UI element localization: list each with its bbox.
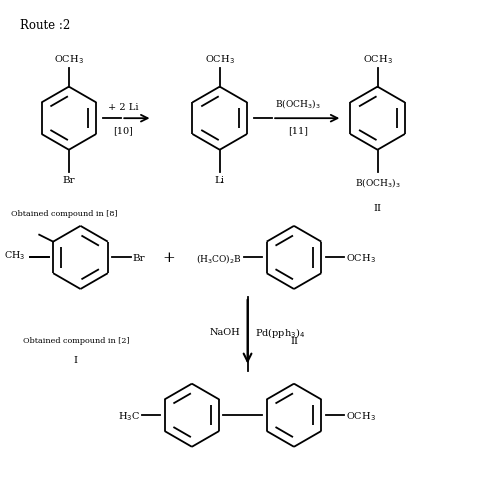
- Text: Obtained compound in [2]: Obtained compound in [2]: [23, 337, 129, 345]
- Text: Br: Br: [62, 176, 75, 185]
- Text: NaOH: NaOH: [209, 327, 240, 337]
- Text: + 2 Li: + 2 Li: [108, 103, 138, 112]
- Text: OCH$_3$: OCH$_3$: [345, 409, 375, 422]
- Text: II: II: [373, 203, 381, 213]
- Text: Li: Li: [214, 176, 224, 185]
- Text: +: +: [162, 251, 175, 265]
- Text: I: I: [73, 355, 78, 364]
- Text: $-$: $-$: [31, 251, 40, 260]
- Text: Pd(pph$_3$)$_4$: Pd(pph$_3$)$_4$: [254, 325, 304, 339]
- Text: II: II: [289, 337, 297, 346]
- Text: Obtained compound in [8]: Obtained compound in [8]: [11, 209, 117, 217]
- Text: CH$_3$: CH$_3$: [3, 249, 25, 262]
- Text: OCH$_3$: OCH$_3$: [345, 251, 375, 264]
- Text: Br: Br: [132, 253, 145, 263]
- Text: OCH$_3$: OCH$_3$: [54, 53, 84, 66]
- Text: [10]: [10]: [113, 126, 132, 135]
- Text: (H$_3$CO)$_2$B: (H$_3$CO)$_2$B: [196, 251, 241, 264]
- Text: [11]: [11]: [288, 126, 307, 135]
- Text: OCH$_3$: OCH$_3$: [204, 53, 234, 66]
- Text: Route :2: Route :2: [20, 20, 70, 32]
- Text: B(OCH$_3$)$_3$: B(OCH$_3$)$_3$: [354, 176, 399, 189]
- Text: B(OCH$_3$)$_3$: B(OCH$_3$)$_3$: [275, 97, 320, 110]
- Text: OCH$_3$: OCH$_3$: [362, 53, 392, 66]
- Text: H$_3$C: H$_3$C: [118, 409, 140, 422]
